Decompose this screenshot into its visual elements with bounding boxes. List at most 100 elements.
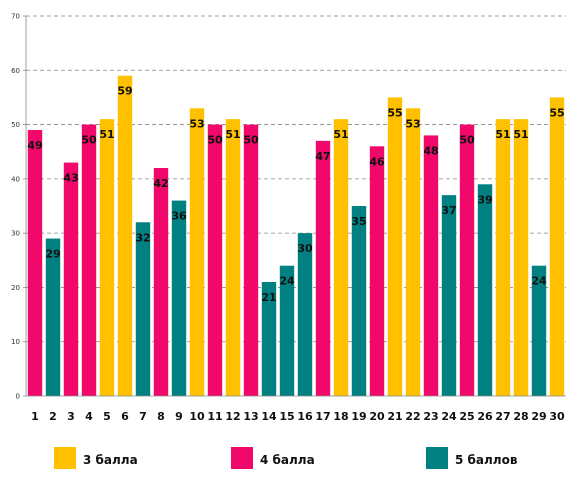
x-tick-label: 18 <box>333 410 348 423</box>
x-tick-label: 7 <box>139 410 147 423</box>
bar <box>423 135 439 396</box>
bar <box>549 97 565 396</box>
x-tick-label: 30 <box>549 410 565 423</box>
gridlines <box>26 15 566 343</box>
data-label: 46 <box>369 155 385 168</box>
x-tick-label: 2 <box>49 410 57 423</box>
data-label: 29 <box>45 248 60 261</box>
data-label: 48 <box>423 144 438 157</box>
data-label: 47 <box>315 150 330 163</box>
bar <box>153 168 169 396</box>
x-tick-label: 4 <box>85 410 93 423</box>
y-tick-label: 0 <box>16 393 20 401</box>
bar <box>117 75 133 396</box>
data-label: 50 <box>207 134 223 147</box>
bar <box>81 124 97 397</box>
data-label: 55 <box>549 106 564 119</box>
bar <box>531 265 547 396</box>
data-label: 24 <box>531 275 547 288</box>
data-label: 36 <box>171 210 187 223</box>
data-label: 35 <box>351 215 366 228</box>
bar <box>477 184 493 396</box>
x-tick-label: 26 <box>477 410 493 423</box>
bar <box>45 238 61 396</box>
data-label: 42 <box>153 177 168 190</box>
y-tick-label: 50 <box>11 121 20 129</box>
legend-swatch <box>231 447 253 469</box>
bar <box>513 119 529 397</box>
bar <box>351 206 367 396</box>
x-tick-label: 6 <box>121 410 129 423</box>
x-tick-label: 29 <box>531 410 546 423</box>
legend-label: 5 баллов <box>455 453 518 467</box>
bar <box>135 222 151 396</box>
bar <box>171 200 187 396</box>
data-label: 24 <box>279 275 295 288</box>
data-label: 53 <box>189 117 204 130</box>
x-tick-label: 1 <box>31 410 39 423</box>
bar <box>189 108 205 397</box>
y-tick-label: 70 <box>11 13 20 21</box>
legend-label: 4 балла <box>260 453 315 467</box>
x-tick-label: 24 <box>441 410 457 423</box>
data-label: 51 <box>495 128 510 141</box>
legend-swatch <box>54 447 76 469</box>
bar <box>63 162 79 396</box>
x-tick-label: 12 <box>225 410 240 423</box>
data-label: 51 <box>513 128 528 141</box>
bar <box>99 119 115 397</box>
data-label: 59 <box>117 85 132 98</box>
data-label: 43 <box>63 172 78 185</box>
x-tick-label: 19 <box>351 410 366 423</box>
bar <box>333 119 349 397</box>
x-tick-label: 3 <box>67 410 75 423</box>
data-label: 30 <box>297 242 313 255</box>
bar <box>261 282 277 396</box>
bar <box>297 233 313 396</box>
x-tick-label: 10 <box>189 410 205 423</box>
data-label: 37 <box>441 204 456 217</box>
bar <box>495 119 511 397</box>
x-tick-label: 21 <box>387 410 402 423</box>
x-tick-label: 14 <box>261 410 277 423</box>
bar <box>459 124 475 397</box>
x-tick-label: 20 <box>369 410 385 423</box>
x-tick-label: 25 <box>459 410 474 423</box>
x-tick-label: 16 <box>297 410 313 423</box>
data-label: 51 <box>225 128 240 141</box>
data-label: 55 <box>387 106 402 119</box>
y-tick-label: 40 <box>11 175 20 183</box>
bar <box>315 140 331 396</box>
data-label: 39 <box>477 193 492 206</box>
data-label: 51 <box>333 128 348 141</box>
x-tick-label: 5 <box>103 410 111 423</box>
x-tick-label: 13 <box>243 410 258 423</box>
bar <box>279 265 295 396</box>
data-label: 53 <box>405 117 420 130</box>
y-tick-label: 20 <box>11 284 20 292</box>
y-axis: 0 10 20 30 40 50 60 70 <box>11 13 27 401</box>
bar <box>441 195 457 396</box>
bar <box>207 124 223 397</box>
x-tick-label: 28 <box>513 410 528 423</box>
x-tick-label: 23 <box>423 410 438 423</box>
x-tick-label: 22 <box>405 410 420 423</box>
x-tick-label: 15 <box>279 410 294 423</box>
legend-swatch <box>426 447 448 469</box>
x-tick-label: 8 <box>157 410 165 423</box>
data-label: 50 <box>81 134 97 147</box>
data-label: 50 <box>243 134 259 147</box>
x-tick-label: 17 <box>315 410 330 423</box>
x-axis: 1 2 3 4 5 6 7 8 9 10 11 12 13 14 15 16 17 18 19 20 21 22 23 24 2… <box>26 395 566 423</box>
x-tick-label: 27 <box>495 410 510 423</box>
data-label: 51 <box>99 128 114 141</box>
x-tick-label: 9 <box>175 410 183 423</box>
bars <box>27 75 565 397</box>
y-tick-label: 60 <box>11 67 20 75</box>
y-tick-label: 30 <box>11 230 20 238</box>
bar <box>243 124 259 397</box>
bar <box>369 146 385 396</box>
bar <box>405 108 421 397</box>
bar <box>27 130 43 396</box>
